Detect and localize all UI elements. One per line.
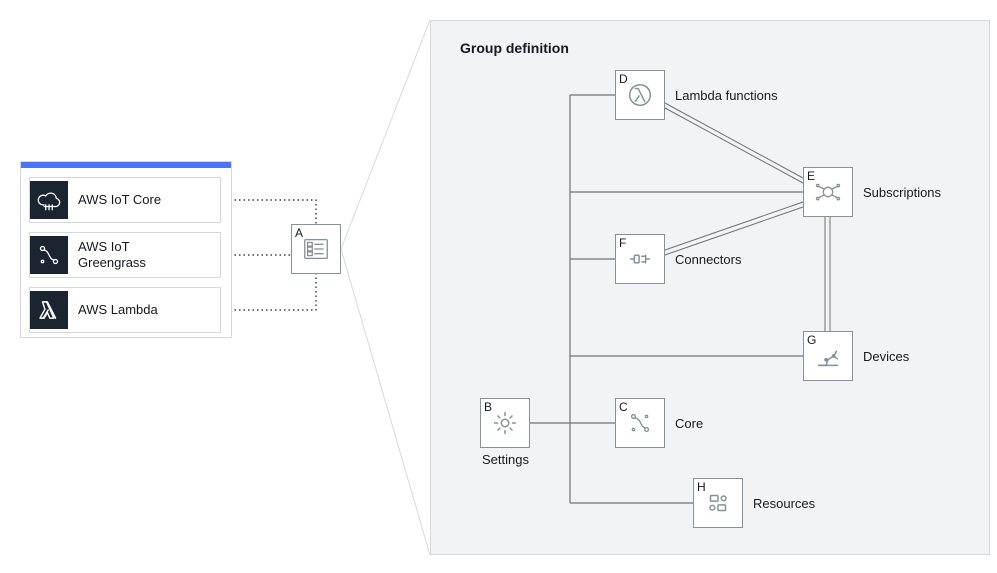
lambda-icon	[30, 291, 68, 329]
core-icon	[616, 399, 664, 447]
label-devices: Devices	[863, 349, 909, 364]
label-lambda-functions: Lambda functions	[675, 88, 778, 103]
label-subscriptions: Subscriptions	[863, 185, 941, 200]
service-row-iot-core: AWS IoT Core	[29, 177, 221, 223]
subscriptions-icon	[804, 168, 852, 216]
group-definition-title: Group definition	[460, 40, 569, 56]
label-core: Core	[675, 416, 703, 431]
panel-accent-bar	[21, 162, 231, 168]
devices-icon	[804, 332, 852, 380]
service-label-greengrass: AWS IoT Greengrass	[68, 239, 156, 272]
group-icon	[292, 225, 340, 273]
label-resources: Resources	[753, 496, 815, 511]
settings-icon	[481, 399, 529, 447]
service-label-iot-core: AWS IoT Core	[68, 192, 171, 208]
iot-core-icon	[30, 181, 68, 219]
node-H: H	[693, 478, 743, 528]
resources-icon	[694, 479, 742, 527]
connectors-icon	[616, 235, 664, 283]
service-row-lambda: AWS Lambda	[29, 287, 221, 333]
label-settings: Settings	[482, 452, 529, 467]
node-F: F	[615, 234, 665, 284]
node-G: G	[803, 331, 853, 381]
greengrass-icon	[30, 236, 68, 274]
node-A: A	[291, 224, 341, 274]
node-C: C	[615, 398, 665, 448]
node-E: E	[803, 167, 853, 217]
service-label-lambda: AWS Lambda	[68, 302, 168, 318]
lambda-outline-icon	[616, 71, 664, 119]
node-D: D	[615, 70, 665, 120]
label-connectors: Connectors	[675, 252, 741, 267]
service-row-greengrass: AWS IoT Greengrass	[29, 232, 221, 278]
node-B: B	[480, 398, 530, 448]
